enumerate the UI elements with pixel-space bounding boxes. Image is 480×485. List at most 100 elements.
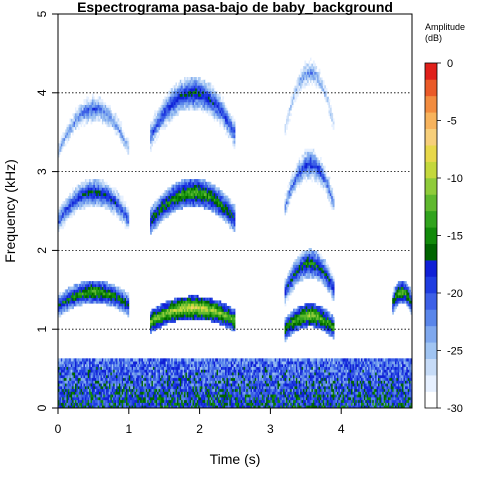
- heatmap-cell: [68, 218, 70, 221]
- heatmap-cell: [113, 284, 115, 287]
- heatmap-cell: [59, 314, 61, 317]
- heatmap-cell: [72, 306, 74, 309]
- heatmap-cell: [125, 135, 127, 138]
- heatmap-cell: [99, 96, 101, 99]
- heatmap-cell: [102, 124, 104, 127]
- heatmap-cell: [91, 124, 93, 127]
- heatmap-cell: [117, 193, 119, 196]
- heatmap-cell: [174, 209, 176, 212]
- heatmap-cell: [150, 231, 152, 234]
- heatmap-cell: [127, 311, 129, 314]
- heatmap-cell: [204, 179, 206, 182]
- heatmap-cell: [119, 287, 121, 290]
- heatmap-cell: [67, 143, 69, 146]
- heatmap-cell: [127, 140, 129, 143]
- heatmap-cell: [102, 179, 104, 182]
- heatmap-cell: [120, 124, 122, 127]
- heatmap-cell: [164, 127, 166, 130]
- heatmap-cell: [127, 220, 129, 223]
- heatmap-cell: [154, 140, 156, 143]
- heatmap-cell: [211, 298, 213, 301]
- heatmap-cell: [71, 135, 73, 138]
- heatmap-cell: [105, 99, 107, 102]
- heatmap-cell: [127, 295, 129, 298]
- heatmap-cell: [127, 212, 129, 215]
- heatmap-cell: [95, 94, 97, 97]
- heatmap-cell: [103, 96, 105, 99]
- heatmap-cell: [166, 124, 168, 127]
- heatmap-cell: [108, 182, 110, 185]
- heatmap-cell: [167, 215, 169, 218]
- heatmap-cell: [125, 201, 127, 204]
- heatmap-cell: [109, 105, 111, 108]
- heatmap-cell: [127, 215, 129, 218]
- heatmap-cell: [156, 226, 158, 229]
- heatmap-cell: [86, 121, 88, 124]
- heatmap-cell: [157, 135, 159, 138]
- heatmap-cell: [115, 113, 117, 116]
- heatmap-cell: [62, 149, 64, 152]
- heatmap-cell: [127, 207, 129, 210]
- heatmap-cell: [127, 229, 129, 232]
- heatmap-cell: [174, 320, 176, 323]
- heatmap-cell: [109, 107, 111, 110]
- heatmap-cell: [127, 209, 129, 212]
- heatmap-cell: [71, 215, 73, 218]
- heatmap-cell: [115, 187, 117, 190]
- heatmap-cell: [117, 118, 119, 121]
- heatmap-cell: [219, 94, 221, 97]
- heatmap-cell: [177, 113, 179, 116]
- heatmap-cell: [157, 223, 159, 226]
- heatmap-cell: [219, 300, 221, 303]
- heatmap-cell: [127, 309, 129, 312]
- heatmap-cell: [173, 116, 175, 119]
- heatmap-cell: [109, 102, 111, 105]
- heatmap-cell: [122, 129, 124, 132]
- heatmap-cell: [116, 116, 118, 119]
- heatmap-cell: [106, 281, 108, 284]
- heatmap-cell: [127, 138, 129, 141]
- heatmap-cell: [123, 132, 125, 135]
- heatmap-cell: [181, 207, 183, 210]
- heatmap-cell: [127, 300, 129, 303]
- heatmap-cell: [127, 303, 129, 306]
- heatmap-cell: [210, 83, 212, 86]
- heatmap-cell: [110, 185, 112, 188]
- heatmap-cell: [122, 196, 124, 199]
- heatmap-cell: [127, 143, 129, 146]
- heatmap-cell: [122, 127, 124, 130]
- heatmap-cell: [102, 94, 104, 97]
- heatmap-cell: [183, 110, 185, 113]
- heatmap-cell: [113, 107, 115, 110]
- heatmap-cell: [127, 146, 129, 149]
- heatmap-cell: [154, 328, 156, 331]
- heatmap-cell: [153, 143, 155, 146]
- heatmap-cell: [218, 187, 220, 190]
- heatmap-cell: [127, 314, 129, 317]
- heatmap-cell: [68, 309, 70, 312]
- heatmap-cell: [127, 218, 129, 221]
- heatmap-cell: [98, 124, 100, 127]
- heatmap-cell: [127, 298, 129, 301]
- heatmap-cell: [91, 121, 93, 124]
- heatmap-cell: [75, 129, 77, 132]
- heatmap-cell: [210, 182, 212, 185]
- heatmap-cell: [126, 204, 128, 207]
- heatmap-cell: [81, 303, 83, 306]
- heatmap-cell: [171, 118, 173, 121]
- heatmap-cell: [83, 207, 85, 210]
- heatmap-cell: [215, 88, 217, 91]
- heatmap-cell: [151, 146, 153, 149]
- heatmap-cell: [160, 220, 162, 223]
- heatmap-cell: [127, 152, 129, 155]
- heatmap-cell: [64, 220, 66, 223]
- heatmap-cell: [160, 325, 162, 328]
- heatmap-cell: [88, 94, 90, 97]
- heatmap-cell: [110, 129, 112, 132]
- heatmap-cell: [67, 140, 69, 143]
- heatmap-cell: [61, 152, 63, 155]
- heatmap-cell: [105, 127, 107, 130]
- heatmap-cell: [127, 226, 129, 229]
